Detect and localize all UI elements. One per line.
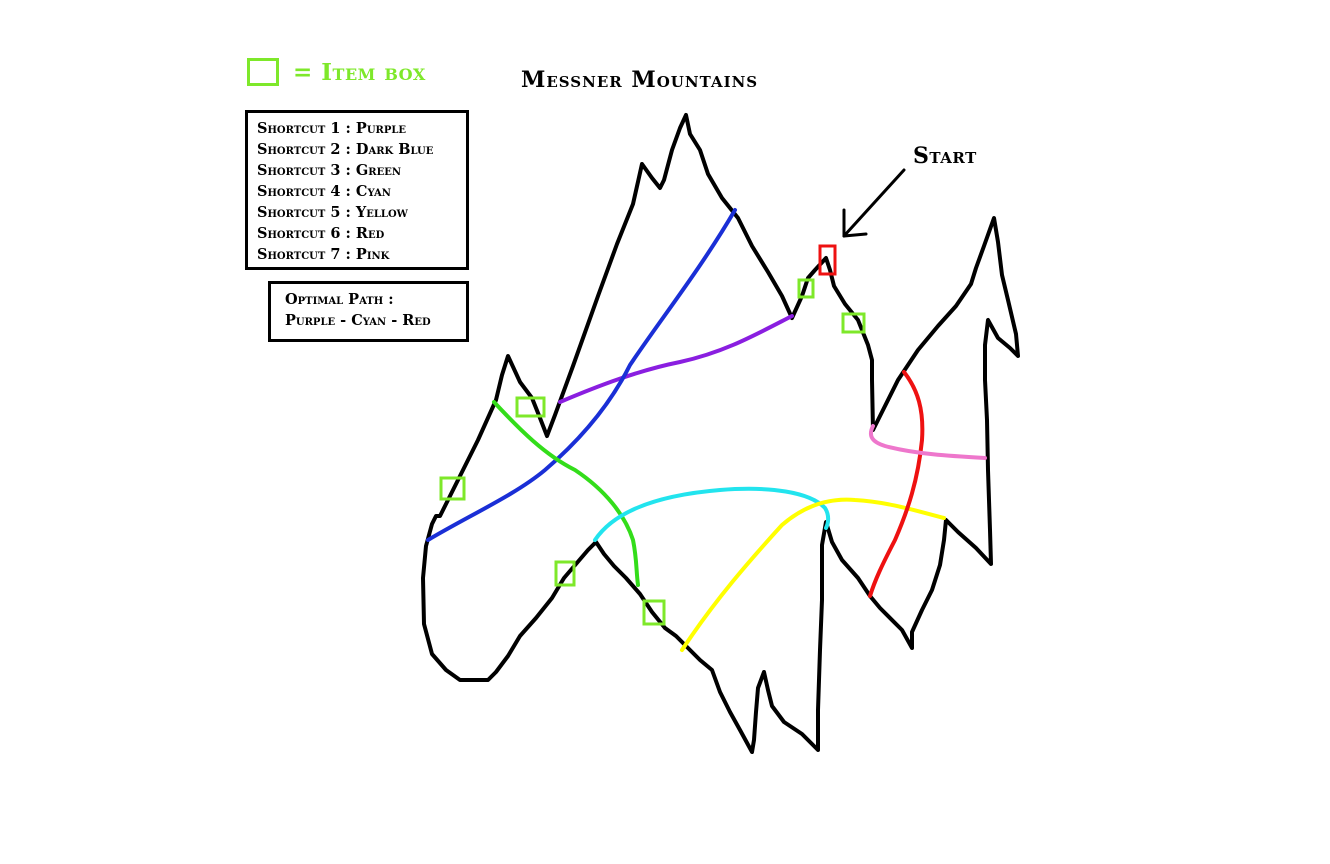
shortcut-legend-item: Shortcut 2 : Dark Blue xyxy=(257,141,434,158)
shortcut-legend-item: Shortcut 1 : Purple xyxy=(257,120,407,137)
item-box-legend-icon xyxy=(247,58,279,86)
optimal-path-label: Optimal Path : xyxy=(285,291,394,308)
shortcut-legend-item: Shortcut 7 : Pink xyxy=(257,246,390,263)
shortcut-legend-item: Shortcut 6 : Red xyxy=(257,225,385,242)
shortcut-legend-item: Shortcut 3 : Green xyxy=(257,162,401,179)
shortcut-path-cyan xyxy=(593,486,831,542)
shortcut-legend: Shortcut 1 : Purple Shortcut 2 : Dark Bl… xyxy=(245,110,469,270)
shortcut-path-darkblue xyxy=(426,208,737,542)
mountain-outline-main xyxy=(421,113,1020,754)
item-box xyxy=(642,599,666,626)
item-box xyxy=(554,560,576,587)
item-box-legend-label: = Item box xyxy=(293,58,426,86)
start-arrow xyxy=(842,168,906,238)
item-box xyxy=(439,476,466,501)
item-box xyxy=(841,312,866,334)
item-boxes xyxy=(439,278,866,626)
shortcut-legend-item: Shortcut 5 : Yellow xyxy=(257,204,408,221)
optimal-path-box: Optimal Path : Purple - Cyan - Red xyxy=(268,281,469,342)
start-marker xyxy=(818,244,837,276)
shortcut-path-red xyxy=(868,370,925,598)
shortcut-path-green xyxy=(492,400,640,587)
item-box xyxy=(797,278,815,299)
shortcut-path-yellow xyxy=(680,497,946,652)
start-label: Start xyxy=(913,143,977,169)
shortcut-path-purple xyxy=(558,314,794,404)
item-box-legend: = Item box xyxy=(247,58,426,86)
shortcut-legend-item: Shortcut 4 : Cyan xyxy=(257,183,391,200)
map-title: Messner Mountains xyxy=(521,67,759,93)
item-box xyxy=(515,396,546,418)
shortcut-path-pink xyxy=(868,424,987,460)
optimal-path-value: Purple - Cyan - Red xyxy=(285,312,431,329)
